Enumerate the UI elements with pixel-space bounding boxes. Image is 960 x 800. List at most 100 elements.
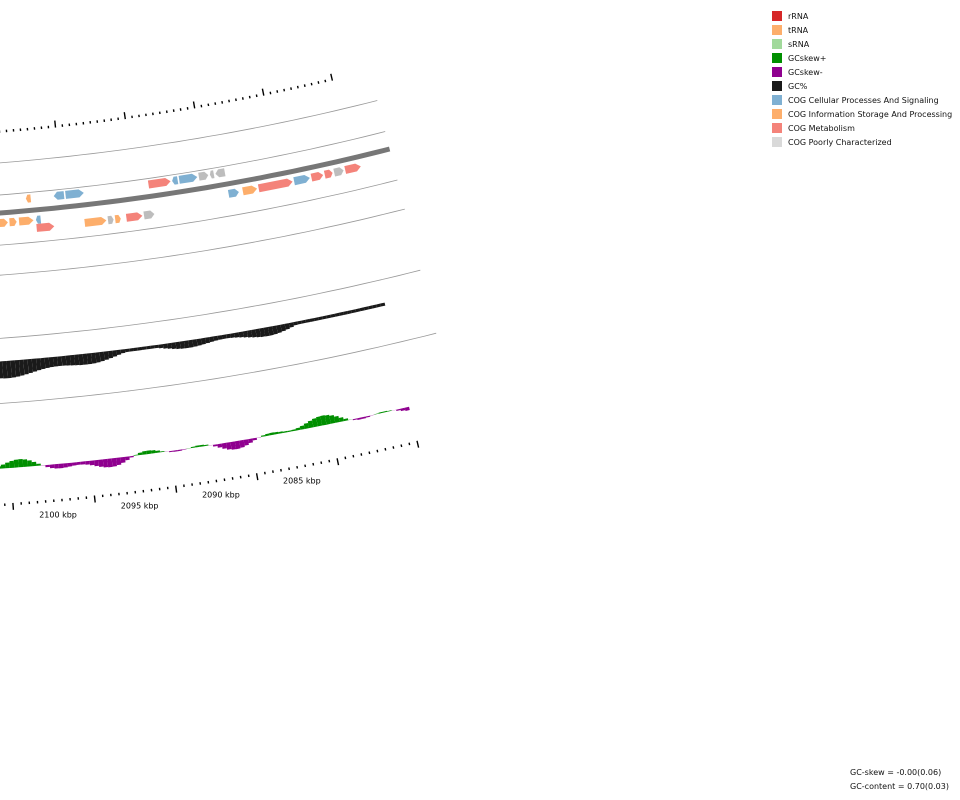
gc-skew-positive-bar (334, 415, 340, 423)
gc-content-bar (112, 350, 118, 357)
minor-tick (303, 84, 306, 88)
gc-skew-negative-bar (85, 460, 90, 465)
gc-skew-negative-bar (89, 460, 95, 466)
gc-content-bar (52, 356, 59, 367)
gc-skew-positive-bar (343, 418, 349, 422)
gc-skew-negative-bar (129, 455, 134, 458)
gene-feature-arrow (257, 178, 293, 193)
track-guide-line (0, 100, 378, 164)
gc-skew-positive-bar (265, 433, 270, 437)
gc-content-bar (175, 341, 181, 350)
minor-tick (344, 456, 347, 460)
genome-backbone (0, 146, 391, 216)
gc-content-bar (234, 332, 240, 338)
gc-skew-positive-bar (9, 460, 15, 468)
gc-skew-positive-bar (295, 427, 301, 431)
gene-feature-arrow (35, 215, 42, 224)
minor-tick (324, 79, 327, 83)
gc-skew-negative-bar (361, 416, 367, 419)
legend-item: GC% (772, 79, 952, 93)
gc-content-bar (297, 320, 302, 325)
minor-tick (221, 100, 224, 104)
gc-skew-positive-bar (13, 459, 19, 468)
minor-tick (304, 464, 307, 468)
major-tick (123, 112, 126, 120)
major-tick (336, 458, 340, 466)
gc-content-bar (259, 327, 266, 338)
major-tick (261, 88, 265, 96)
legend-item: rRNA (772, 9, 952, 23)
gc-skew-negative-bar (230, 441, 237, 450)
gc-skew-positive-bar (320, 415, 327, 426)
gc-skew-negative-bar (80, 461, 86, 465)
gc-skew-positive-bar (329, 415, 336, 424)
major-tick (255, 473, 259, 481)
gene-feature-arrow (215, 168, 226, 178)
major-tick (175, 485, 178, 493)
gc-skew-negative-bar (208, 444, 213, 446)
gc-skew-negative-bar (217, 443, 223, 448)
gene-feature-arrow (172, 176, 179, 185)
gc-content-bar (150, 345, 155, 349)
gc-skew-positive-bar (36, 463, 41, 466)
gc-content-bar (183, 340, 190, 349)
major-tick (192, 101, 196, 109)
gene-feature-arrow (310, 172, 324, 182)
gc-content-bar (376, 303, 382, 308)
gc-content-bar (380, 302, 386, 307)
minor-tick (352, 454, 355, 458)
gc-content-bar (217, 335, 223, 340)
track-guide-line (0, 332, 437, 404)
tick-label: 2085 kbp (283, 477, 321, 486)
gc-skew-positive-bar (387, 410, 392, 412)
gc-content-bar (36, 358, 42, 371)
gc-skew-negative-bar (164, 451, 169, 452)
minor-tick (228, 99, 230, 103)
gc-skew-negative-bar (243, 439, 249, 446)
gene-feature-arrow (227, 188, 239, 198)
gc-content-bar (31, 358, 38, 372)
gc-skew-positive-bar (303, 423, 310, 429)
gc-content-bar (141, 346, 147, 350)
gc-content-bar (133, 347, 138, 352)
gc-skew-negative-bar (98, 459, 104, 467)
gc-content-bar (23, 359, 29, 375)
gc-skew-negative-bar (168, 450, 174, 453)
gc-skew-negative-bar (226, 442, 232, 450)
gc-content-bar (78, 354, 84, 366)
legend-label: GC% (788, 81, 808, 91)
gc-skew-negative-bar (94, 459, 99, 467)
gc-content-bar (209, 336, 215, 343)
gc-content-bar (146, 345, 151, 350)
legend-label: COG Poorly Characterized (788, 137, 892, 147)
gene-feature-arrow (36, 222, 55, 232)
minor-tick (235, 98, 237, 102)
gc-skew-positive-bar (199, 444, 205, 447)
minor-tick (214, 102, 217, 105)
gc-content-bar (301, 319, 307, 324)
gc-skew-negative-bar (49, 464, 55, 469)
gc-content-bar (343, 311, 348, 315)
gc-content-bar (372, 304, 377, 309)
legend-swatch (772, 137, 782, 147)
gc-skew-positive-bar (155, 450, 161, 453)
gc-skew-positive-bar (137, 452, 143, 456)
gc-skew-positive-bar (260, 435, 266, 437)
gc-skew-negative-bar (63, 463, 68, 468)
legend-item: sRNA (772, 37, 952, 51)
genome-backbone-line (0, 146, 391, 216)
legend-swatch (772, 39, 782, 49)
gc-skew-positive-bar (31, 461, 37, 467)
gc-content-bar (251, 329, 257, 338)
gc-content-bar (255, 328, 261, 338)
gene-feature-arrow (9, 217, 17, 227)
gene-feature-arrow (178, 173, 198, 184)
tick-label: 2095 kbp (121, 502, 159, 511)
gene-feature-arrow (25, 194, 32, 203)
gc-skew-positive-bar (273, 431, 279, 435)
gc-content-bar (334, 312, 340, 317)
gc-content-bar (263, 327, 270, 337)
gc-skew-negative-bar (248, 438, 253, 444)
legend-item: GCskew+ (772, 51, 952, 65)
gc-content-bar (238, 331, 244, 338)
